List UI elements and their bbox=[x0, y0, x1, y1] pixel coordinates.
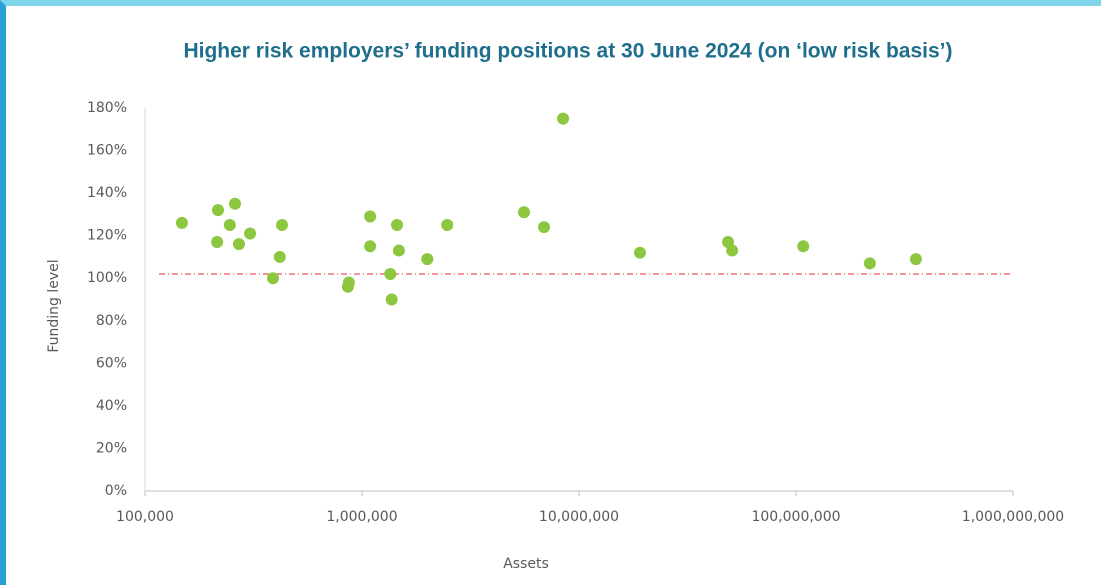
y-tick-label: 60% bbox=[96, 355, 127, 371]
point bbox=[797, 240, 810, 253]
point bbox=[229, 197, 242, 210]
point bbox=[267, 272, 280, 285]
point bbox=[232, 238, 245, 251]
y-tick-label: 180% bbox=[87, 100, 127, 116]
x-tick-label: 1,000,000 bbox=[326, 509, 397, 525]
point bbox=[557, 112, 570, 125]
point bbox=[392, 244, 405, 257]
x-tick-label: 10,000,000 bbox=[539, 509, 619, 525]
point bbox=[726, 244, 739, 257]
point bbox=[518, 206, 531, 219]
point bbox=[391, 219, 404, 232]
point bbox=[273, 250, 286, 263]
x-tick-label: 1,000,000,000 bbox=[962, 509, 1064, 525]
point bbox=[342, 276, 355, 289]
point bbox=[175, 216, 188, 229]
point bbox=[364, 240, 377, 253]
y-tick-label: 20% bbox=[96, 440, 127, 456]
point bbox=[244, 227, 257, 240]
point bbox=[212, 204, 225, 217]
point bbox=[863, 257, 876, 270]
point bbox=[421, 253, 434, 266]
point bbox=[441, 219, 454, 232]
point bbox=[276, 219, 289, 232]
chart-title: Higher risk employers’ funding positions… bbox=[183, 40, 952, 63]
y-axis-title: Funding level bbox=[46, 259, 62, 352]
point bbox=[538, 221, 551, 234]
y-tick-label: 0% bbox=[105, 483, 127, 499]
point bbox=[384, 267, 397, 280]
y-tick-label: 80% bbox=[96, 313, 127, 329]
y-tick-label: 100% bbox=[87, 270, 127, 286]
point bbox=[223, 219, 236, 232]
point bbox=[909, 253, 922, 266]
y-tick-label: 140% bbox=[87, 185, 127, 201]
x-tick-label: 100,000 bbox=[116, 509, 174, 525]
x-axis-title: Assets bbox=[503, 556, 549, 572]
point bbox=[364, 210, 377, 223]
point bbox=[633, 246, 646, 259]
y-tick-label: 160% bbox=[87, 143, 127, 159]
y-tick-label: 40% bbox=[96, 398, 127, 414]
y-tick-label: 120% bbox=[87, 228, 127, 244]
point bbox=[211, 236, 224, 249]
x-tick-label: 100,000,000 bbox=[751, 509, 840, 525]
chart: Higher risk employers’ funding positions… bbox=[46, 40, 1064, 572]
point bbox=[385, 293, 398, 306]
